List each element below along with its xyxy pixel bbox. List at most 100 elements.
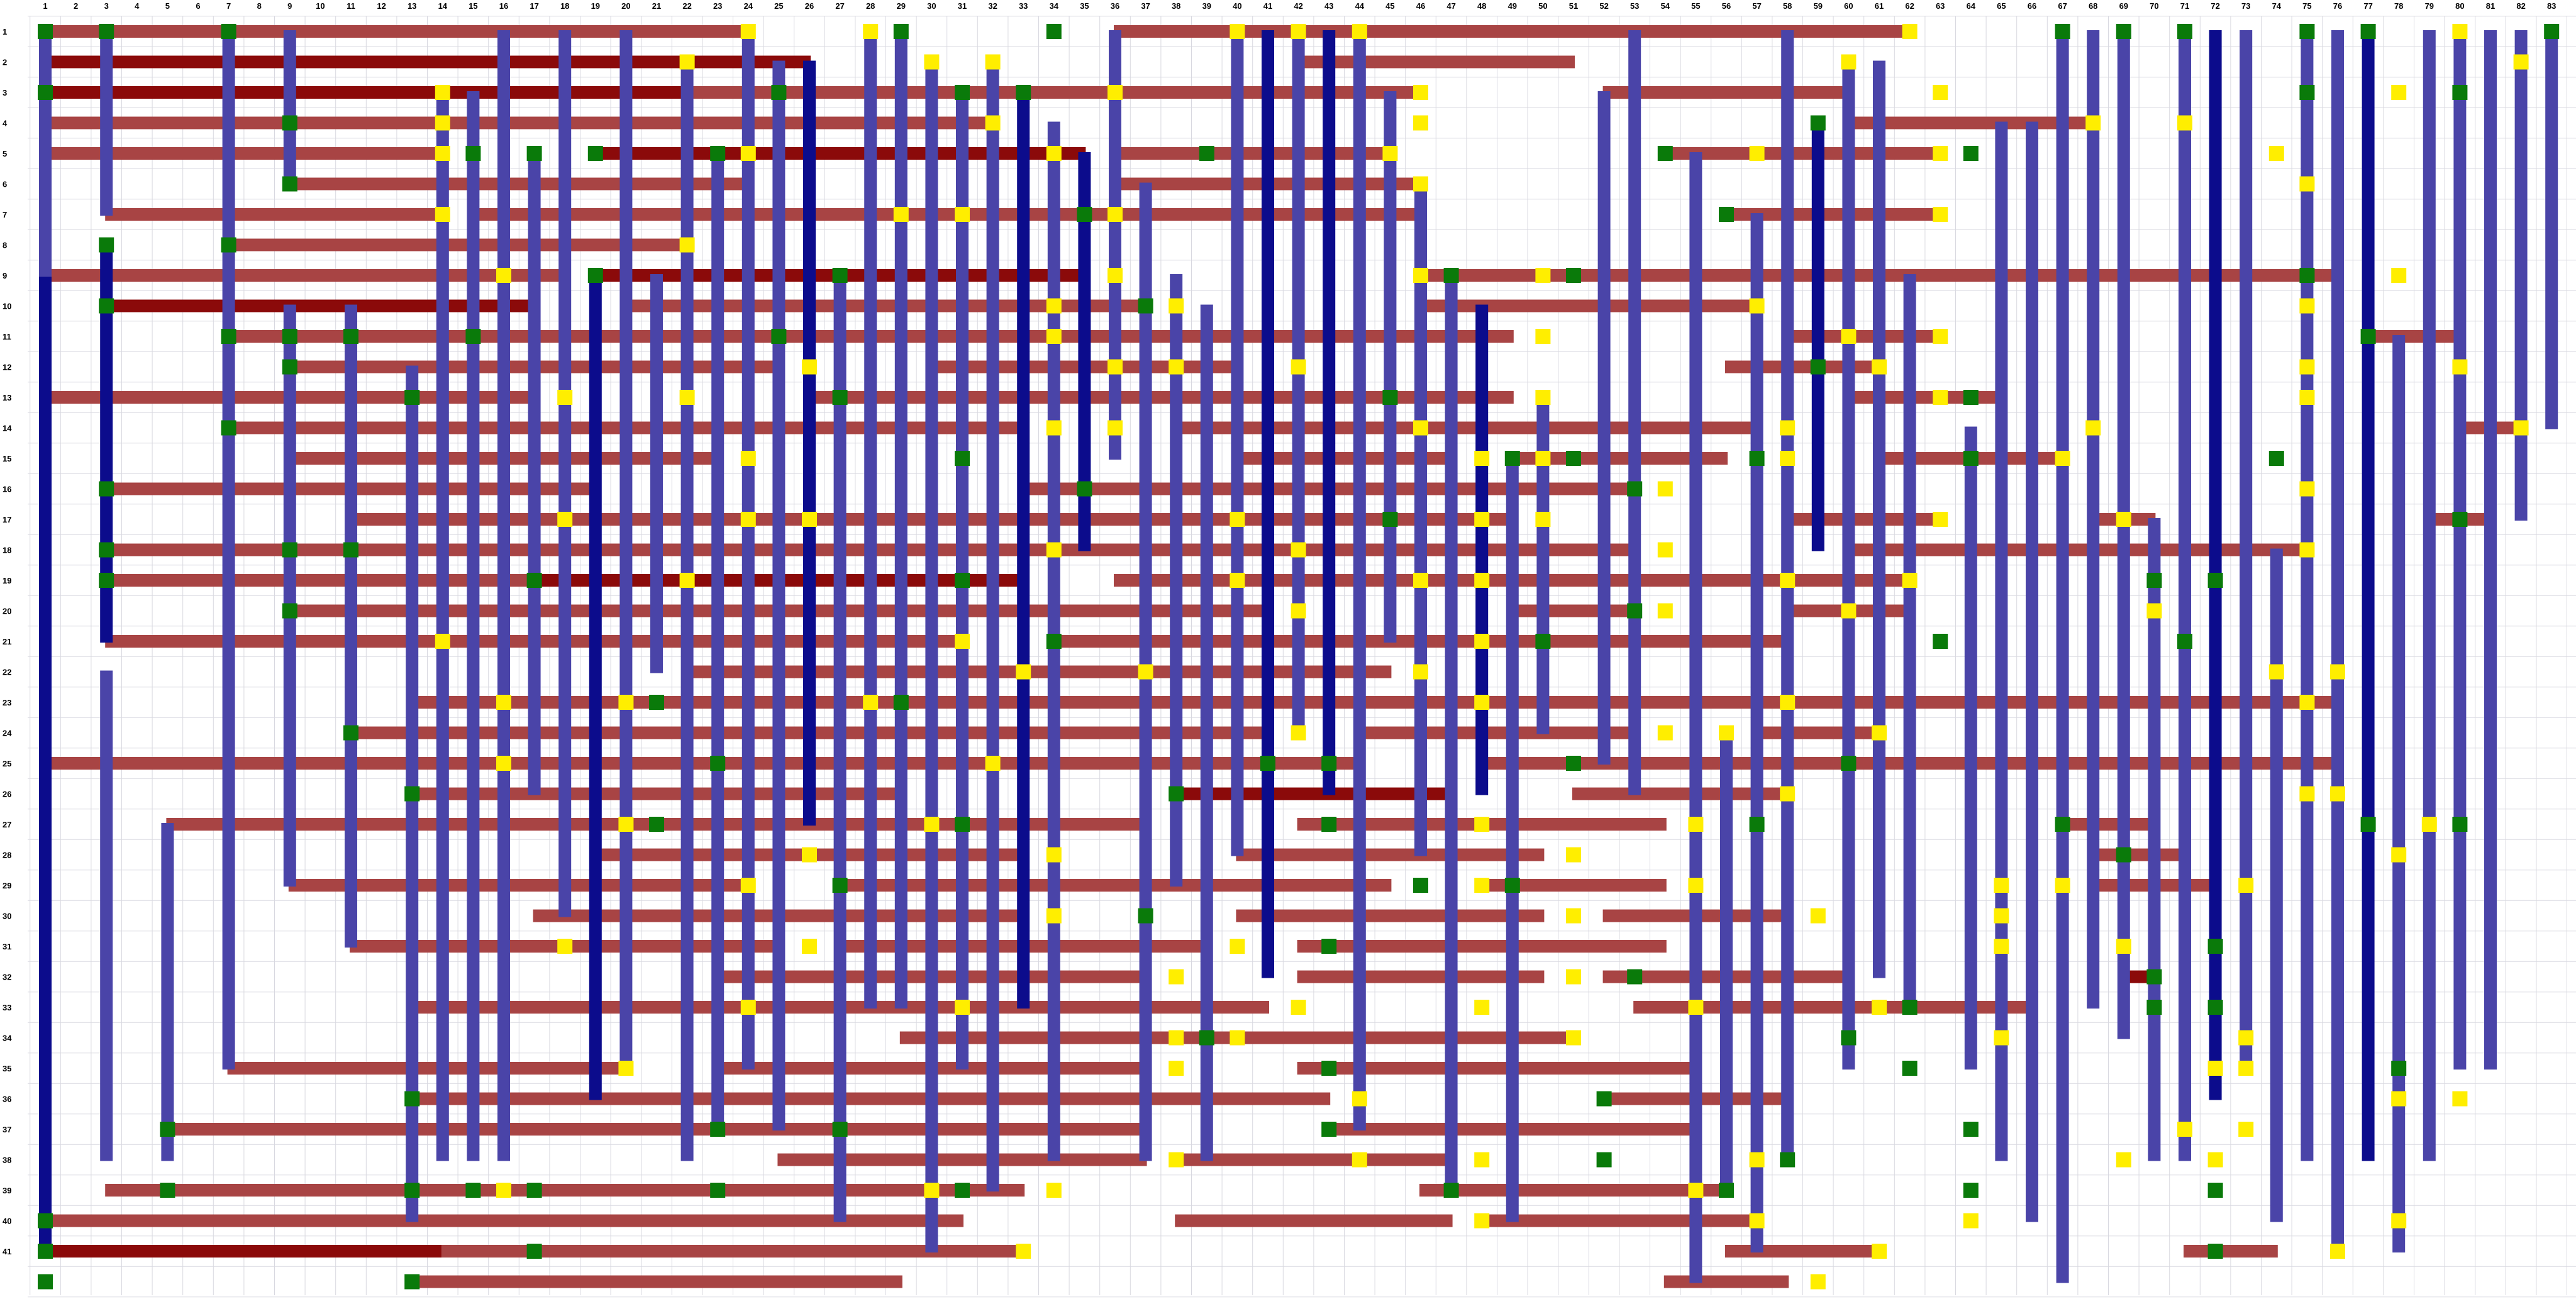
horizontal-wire: [44, 1214, 963, 1227]
sink-pin: [985, 115, 1001, 131]
vertical-wire: [1628, 30, 1641, 795]
row-label: 28: [3, 851, 11, 860]
sink-pin: [2513, 54, 2529, 70]
sink-pin: [1474, 878, 1490, 893]
source-pin: [1749, 817, 1765, 832]
column-label: 72: [2211, 1, 2219, 11]
sink-pin: [2238, 1061, 2254, 1076]
sink-pin: [2238, 878, 2254, 893]
column-label: 59: [1814, 1, 1823, 11]
horizontal-wire: [1114, 147, 1392, 160]
vertical-wire: [619, 30, 633, 1070]
horizontal-wire: [441, 1245, 1025, 1258]
column-label: 9: [287, 1, 292, 11]
vertical-wire: [803, 60, 816, 826]
sink-pin: [1108, 359, 1123, 375]
sink-pin: [1749, 146, 1765, 161]
vertical-wire: [1689, 152, 1702, 1283]
column-label: 6: [196, 1, 200, 11]
horizontal-wire: [1755, 726, 1880, 739]
vertical-wire: [1750, 213, 1763, 1252]
vertical-wire: [2179, 30, 2191, 1161]
sink-pin: [1657, 725, 1673, 741]
source-pin: [1627, 481, 1643, 497]
column-label: 54: [1661, 1, 1670, 11]
source-pin: [1810, 359, 1826, 375]
vertical-wire: [1017, 91, 1030, 1009]
source-pin: [282, 359, 297, 375]
source-pin: [38, 85, 53, 100]
column-label: 32: [988, 1, 997, 11]
source-pin: [465, 146, 481, 161]
sink-pin: [1352, 1091, 1367, 1107]
source-pin: [526, 1244, 542, 1259]
source-pin: [2055, 24, 2070, 39]
source-pin: [710, 1183, 726, 1198]
column-label: 27: [835, 1, 844, 11]
source-pin: [1077, 481, 1092, 497]
column-label: 7: [226, 1, 231, 11]
row-label: 18: [3, 546, 11, 555]
source-pin: [649, 817, 664, 832]
source-pin: [2452, 817, 2468, 832]
column-label: 2: [74, 1, 78, 11]
source-pin: [1596, 1091, 1612, 1107]
horizontal-wire: [1663, 1275, 1789, 1288]
column-labels: 1 2 3 4 5 6 7 8 9 10 11 12 13 14 15 16 17 18 19 20 21 22 23 24 2…: [43, 1, 2556, 11]
sink-pin: [740, 146, 756, 161]
column-label: 70: [2150, 1, 2158, 11]
sink-pin: [1352, 1152, 1367, 1168]
sink-pin: [1657, 481, 1673, 497]
source-pin: [2207, 573, 2223, 588]
source-pin: [955, 1183, 970, 1198]
sink-pin: [1994, 878, 2009, 893]
sink-pin: [985, 756, 1001, 771]
column-label: 1: [43, 1, 47, 11]
source-pin: [2207, 1244, 2223, 1259]
sink-pin: [557, 939, 573, 954]
column-label: 43: [1324, 1, 1333, 11]
source-pin: [955, 85, 970, 100]
horizontal-wire: [1511, 452, 1728, 465]
column-label: 57: [1752, 1, 1761, 11]
sink-pin: [557, 512, 573, 527]
source-pin: [1535, 634, 1551, 649]
source-pin: [1504, 451, 1520, 466]
sink-pin: [1566, 1030, 1581, 1046]
row-label: 32: [3, 973, 11, 982]
sink-pin: [1474, 695, 1490, 710]
sink-pin: [1016, 664, 1031, 680]
row-label: 38: [3, 1156, 11, 1165]
horizontal-wire: [2061, 818, 2156, 831]
horizontal-wire: [44, 25, 750, 38]
source-pin: [343, 725, 358, 741]
sink-pin: [1046, 542, 1062, 558]
horizontal-wire: [777, 1153, 1147, 1166]
source-pin: [1504, 878, 1520, 893]
vertical-wire: [1842, 60, 1855, 1070]
horizontal-wire: [1725, 1245, 1880, 1258]
source-pin: [710, 1122, 726, 1137]
vertical-wire: [772, 60, 786, 1130]
sink-pin: [557, 390, 573, 405]
sink-pin: [893, 207, 909, 222]
sink-pin: [2238, 1030, 2254, 1046]
source-pin: [1169, 786, 1184, 802]
sink-pin: [1016, 1244, 1031, 1259]
sink-pin: [1474, 1213, 1490, 1229]
sink-pin: [1413, 85, 1428, 100]
column-label: 11: [347, 1, 355, 11]
vertical-wire: [2087, 30, 2100, 1009]
sink-pin: [1230, 939, 1245, 954]
horizontal-wire: [44, 86, 689, 99]
column-label: 47: [1446, 1, 1455, 11]
source-pin: [38, 1213, 53, 1229]
vertical-wire: [2209, 30, 2222, 1100]
source-pin: [526, 1183, 542, 1198]
sink-pin: [2207, 1061, 2223, 1076]
sink-pin: [2055, 878, 2070, 893]
sink-pin: [618, 695, 634, 710]
sink-pin: [1046, 1183, 1062, 1198]
vertical-wire: [1964, 426, 1977, 1070]
vertical-wire: [1536, 396, 1550, 734]
